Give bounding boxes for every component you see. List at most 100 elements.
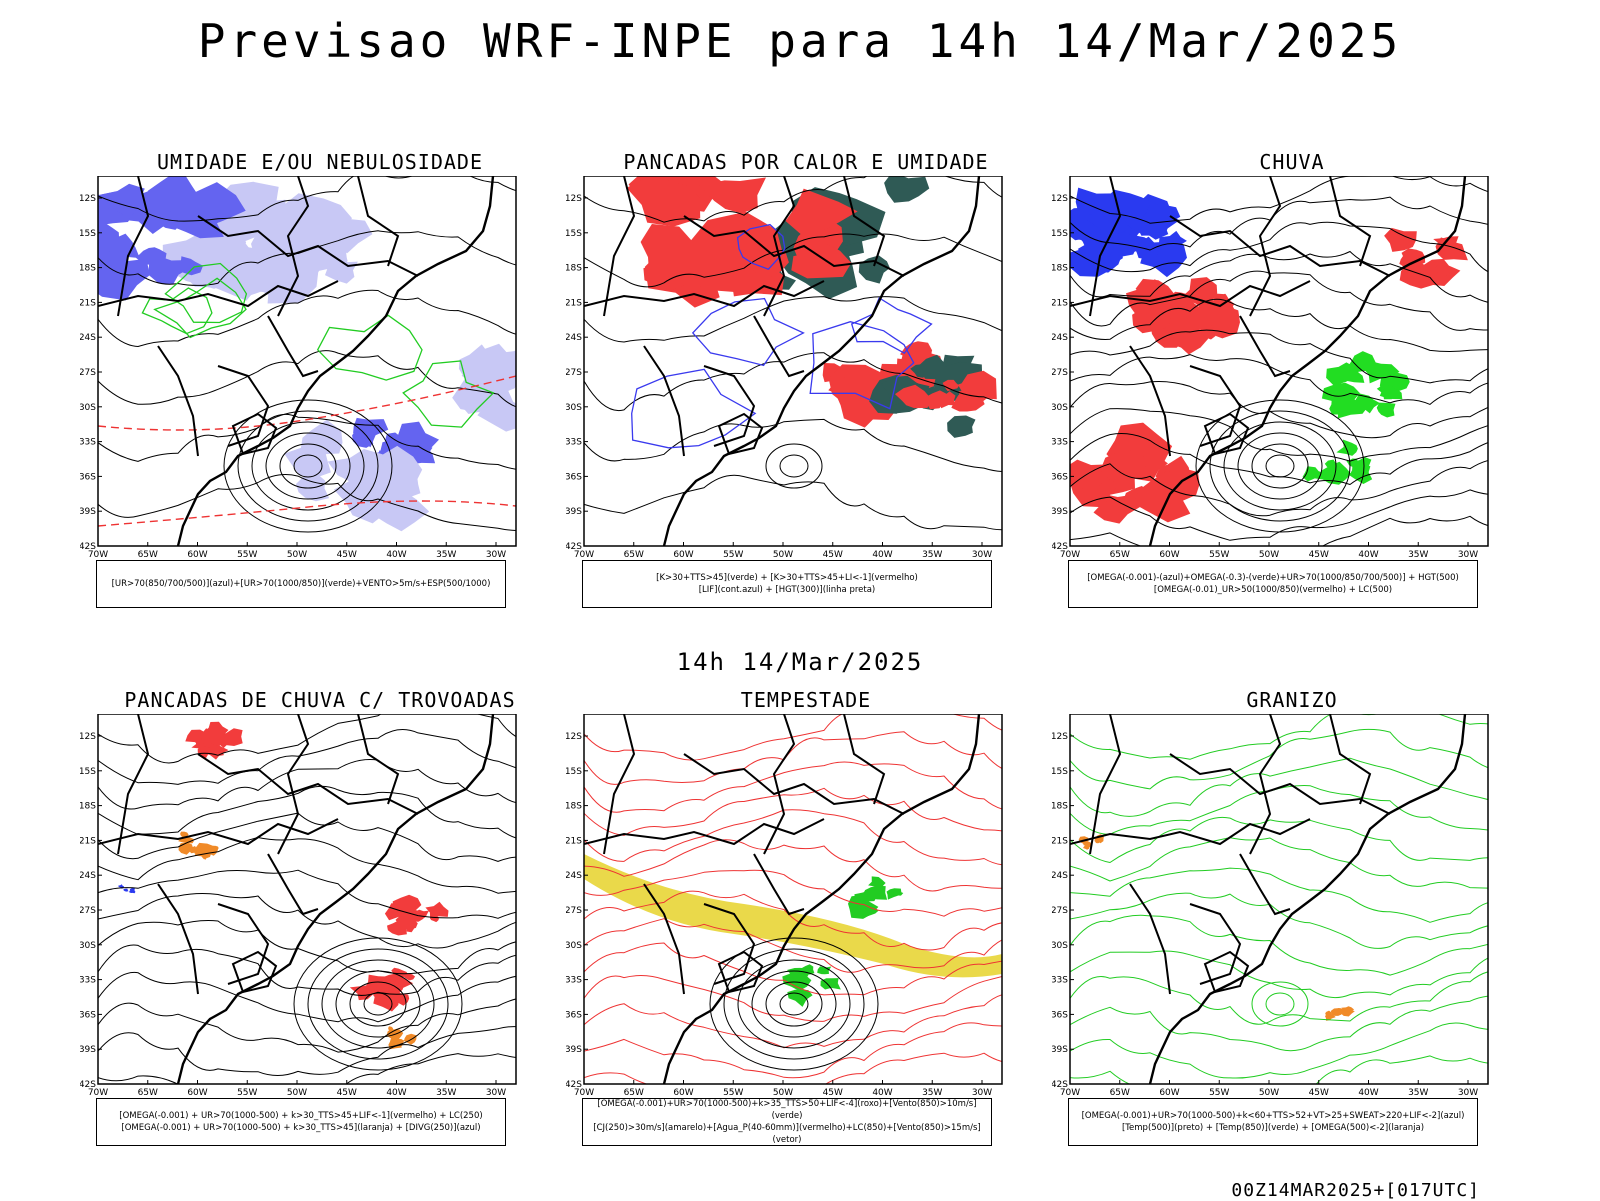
lon-tick-label: 55W <box>237 1088 257 1098</box>
lat-tick-label: 18S <box>566 802 582 812</box>
panel-legend: [OMEGA(-0.001) + UR>70(1000-500) + k>30_… <box>96 1098 506 1146</box>
legend-line: [Temp(500)](preto) + [Temp(850)](verde) … <box>1121 1123 1425 1133</box>
lon-tick-label: 40W <box>386 550 406 560</box>
lat-tick-label: 36S <box>1052 472 1068 482</box>
lat-tick-label: 21S <box>1052 836 1068 846</box>
lat-tick-label: 18S <box>80 802 96 812</box>
lon-tick-label: 35W <box>436 550 456 560</box>
lon-tick-label: 55W <box>1209 550 1229 560</box>
lon-tick-label: 45W <box>1309 1088 1329 1098</box>
lat-tick-label: 39S <box>80 507 96 517</box>
lat-tick-label: 18S <box>1052 264 1068 274</box>
run-info: 00Z14MAR2025+[017UTC] <box>1231 1180 1480 1201</box>
lat-tick-label: 42S <box>1052 542 1068 552</box>
lat-tick-label: 27S <box>566 368 582 378</box>
lon-tick-label: 60W <box>187 1088 207 1098</box>
legend-line: [LIF](cont.azul) + [HGT(300)](linha pret… <box>698 585 876 595</box>
lon-tick-label: 45W <box>337 1088 357 1098</box>
lon-tick-label: 50W <box>773 1088 793 1098</box>
lon-tick-label: 30W <box>486 1088 506 1098</box>
lon-tick-label: 50W <box>1259 1088 1279 1098</box>
lat-tick-label: 33S <box>1052 976 1068 986</box>
legend-line: [OMEGA(-0.001)-(azul)+OMEGA(-0.3)-(verde… <box>1087 573 1459 583</box>
lat-tick-label: 39S <box>80 1045 96 1055</box>
lon-tick-label: 70W <box>88 550 108 560</box>
lat-tick-label: 27S <box>80 368 96 378</box>
lon-tick-label: 50W <box>1259 550 1279 560</box>
lon-tick-label: 40W <box>1358 1088 1378 1098</box>
lon-tick-label: 40W <box>872 1088 892 1098</box>
lat-tick-label: 33S <box>1052 438 1068 448</box>
panel-legend: [OMEGA(-0.001)+UR>70(1000-500)+k<60+TTS>… <box>1068 1098 1478 1146</box>
lat-tick-label: 33S <box>566 976 582 986</box>
lon-tick-label: 40W <box>1358 550 1378 560</box>
lat-tick-label: 42S <box>566 1080 582 1090</box>
lat-tick-label: 33S <box>566 438 582 448</box>
panel-legend: [K>30+TTS>45](verde) + [K>30+TTS>45+LI<-… <box>582 560 992 608</box>
lat-tick-label: 30S <box>80 403 96 413</box>
lat-tick-label: 21S <box>80 836 96 846</box>
lon-tick-label: 65W <box>624 1088 644 1098</box>
lat-tick-label: 15S <box>566 767 582 777</box>
panel-chuva: CHUVA 12S 15S 18S 21S 24S 27S 30S 33S 36S 39S 42S 70… <box>1052 150 1532 630</box>
lat-tick-label: 39S <box>566 507 582 517</box>
legend-line: [CJ(250)>30m/s](amarelo)+[Agua_P(40-60mm… <box>593 1123 981 1145</box>
lon-tick-label: 30W <box>972 550 992 560</box>
lat-tick-label: 42S <box>566 542 582 552</box>
lon-tick-label: 60W <box>673 550 693 560</box>
lat-tick-label: 15S <box>566 229 582 239</box>
panel-title: GRANIZO <box>1246 688 1338 712</box>
lon-tick-label: 55W <box>723 550 743 560</box>
lat-tick-label: 30S <box>566 941 582 951</box>
lon-tick-label: 65W <box>624 550 644 560</box>
lat-tick-label: 15S <box>1052 767 1068 777</box>
lat-tick-label: 21S <box>1052 298 1068 308</box>
legend-line: [UR>70(850/700/500)](azul)+[UR>70(1000/8… <box>111 579 491 589</box>
panel-umidade: UMIDADE E/OU NEBULOSIDADE 12S 15S 18S 21S 24S… <box>80 150 560 630</box>
lat-tick-label: 39S <box>1052 507 1068 517</box>
lat-tick-label: 12S <box>1052 732 1068 742</box>
lon-tick-label: 60W <box>673 1088 693 1098</box>
lon-tick-label: 70W <box>88 1088 108 1098</box>
lon-tick-label: 70W <box>574 1088 594 1098</box>
page-title: Previsao WRF-INPE para 14h 14/Mar/2025 <box>197 14 1403 68</box>
lon-tick-label: 30W <box>1458 550 1478 560</box>
lon-tick-label: 60W <box>1159 550 1179 560</box>
lon-tick-label: 65W <box>138 1088 158 1098</box>
lat-tick-label: 15S <box>1052 229 1068 239</box>
lat-tick-label: 36S <box>80 472 96 482</box>
lat-tick-label: 24S <box>80 871 96 881</box>
panel-tempestade: TEMPESTADE 12S 15S 18S 21S 24S 27S 30S 33S 36S 39S… <box>566 688 1046 1168</box>
lat-tick-label: 36S <box>1052 1010 1068 1020</box>
lat-tick-label: 42S <box>80 542 96 552</box>
lat-tick-label: 24S <box>1052 871 1068 881</box>
lat-tick-label: 21S <box>566 298 582 308</box>
lon-tick-label: 30W <box>972 1088 992 1098</box>
lon-tick-label: 65W <box>1110 550 1130 560</box>
lon-tick-label: 40W <box>386 1088 406 1098</box>
lon-tick-label: 35W <box>436 1088 456 1098</box>
lat-tick-label: 30S <box>566 403 582 413</box>
lon-tick-label: 50W <box>287 550 307 560</box>
lat-tick-label: 36S <box>566 472 582 482</box>
lat-tick-label: 21S <box>80 298 96 308</box>
lat-tick-label: 18S <box>566 264 582 274</box>
panel-legend: [OMEGA(-0.001)+UR>70(1000-500)+k>35_TTS>… <box>582 1098 992 1146</box>
lat-tick-label: 27S <box>566 906 582 916</box>
lat-tick-label: 12S <box>80 194 96 204</box>
lon-tick-label: 35W <box>1408 1088 1428 1098</box>
panel-title: PANCADAS DE CHUVA C/ TROVOADAS <box>124 688 516 712</box>
lon-tick-label: 45W <box>1309 550 1329 560</box>
lon-tick-label: 30W <box>1458 1088 1478 1098</box>
lat-tick-label: 18S <box>80 264 96 274</box>
lon-tick-label: 45W <box>823 1088 843 1098</box>
lat-tick-label: 30S <box>1052 941 1068 951</box>
lon-tick-label: 70W <box>1060 1088 1080 1098</box>
lon-tick-label: 35W <box>922 1088 942 1098</box>
panel-title: UMIDADE E/OU NEBULOSIDADE <box>156 150 484 174</box>
lon-tick-label: 35W <box>1408 550 1428 560</box>
lon-tick-label: 60W <box>1159 1088 1179 1098</box>
lon-tick-label: 55W <box>237 550 257 560</box>
